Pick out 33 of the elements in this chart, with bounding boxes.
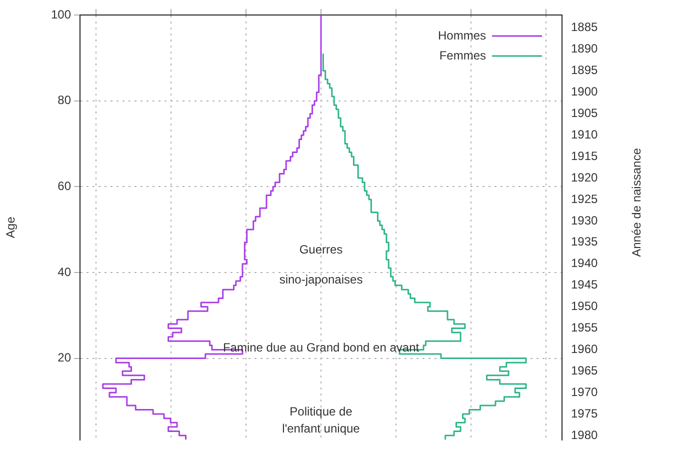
y2-axis-title: Année de naissance: [629, 148, 644, 257]
y2-tick-label: 1885: [571, 20, 598, 34]
annotation: sino-japonaises: [279, 272, 363, 286]
y-axis-title: Age: [4, 216, 18, 238]
y2-tick-label: 1930: [571, 213, 598, 228]
y2-tick-label: 1950: [571, 299, 598, 314]
annotation: Politique de: [290, 404, 353, 418]
y2-tick-label: 1905: [571, 106, 598, 120]
y2-tick-label: 1895: [571, 63, 598, 78]
y2-tick-label: 1900: [571, 84, 598, 99]
y2-tick-label: 1890: [571, 42, 598, 56]
y2-tick-label: 1940: [571, 256, 598, 270]
legend-label: Femmes: [439, 48, 486, 62]
y2-tick-label: 1955: [571, 320, 598, 335]
y-tick-label: 40: [58, 264, 72, 279]
y2-tick-label: 1960: [571, 342, 598, 356]
y2-tick-label: 1980: [571, 428, 598, 442]
y2-tick-label: 1935: [571, 234, 598, 249]
y2-tick-label: 1920: [571, 170, 598, 184]
y2-tick-label: 1910: [571, 127, 598, 142]
y2-tick-label: 1915: [571, 148, 598, 163]
y2-tick-label: 1975: [571, 406, 598, 420]
annotation: l'enfant unique: [282, 421, 360, 436]
y-tick-label: 80: [58, 93, 72, 108]
y2-tick-label: 1965: [571, 363, 598, 378]
y-tick-label: 60: [58, 178, 72, 193]
y-tick-label: 20: [58, 350, 72, 365]
annotation: Guerres: [299, 242, 343, 257]
y2-tick-label: 1970: [571, 384, 598, 399]
legend-label: Hommes: [438, 28, 486, 42]
y2-tick-label: 1945: [571, 278, 598, 292]
y-tick-label: 100: [50, 7, 72, 22]
y2-tick-label: 1925: [571, 192, 598, 206]
